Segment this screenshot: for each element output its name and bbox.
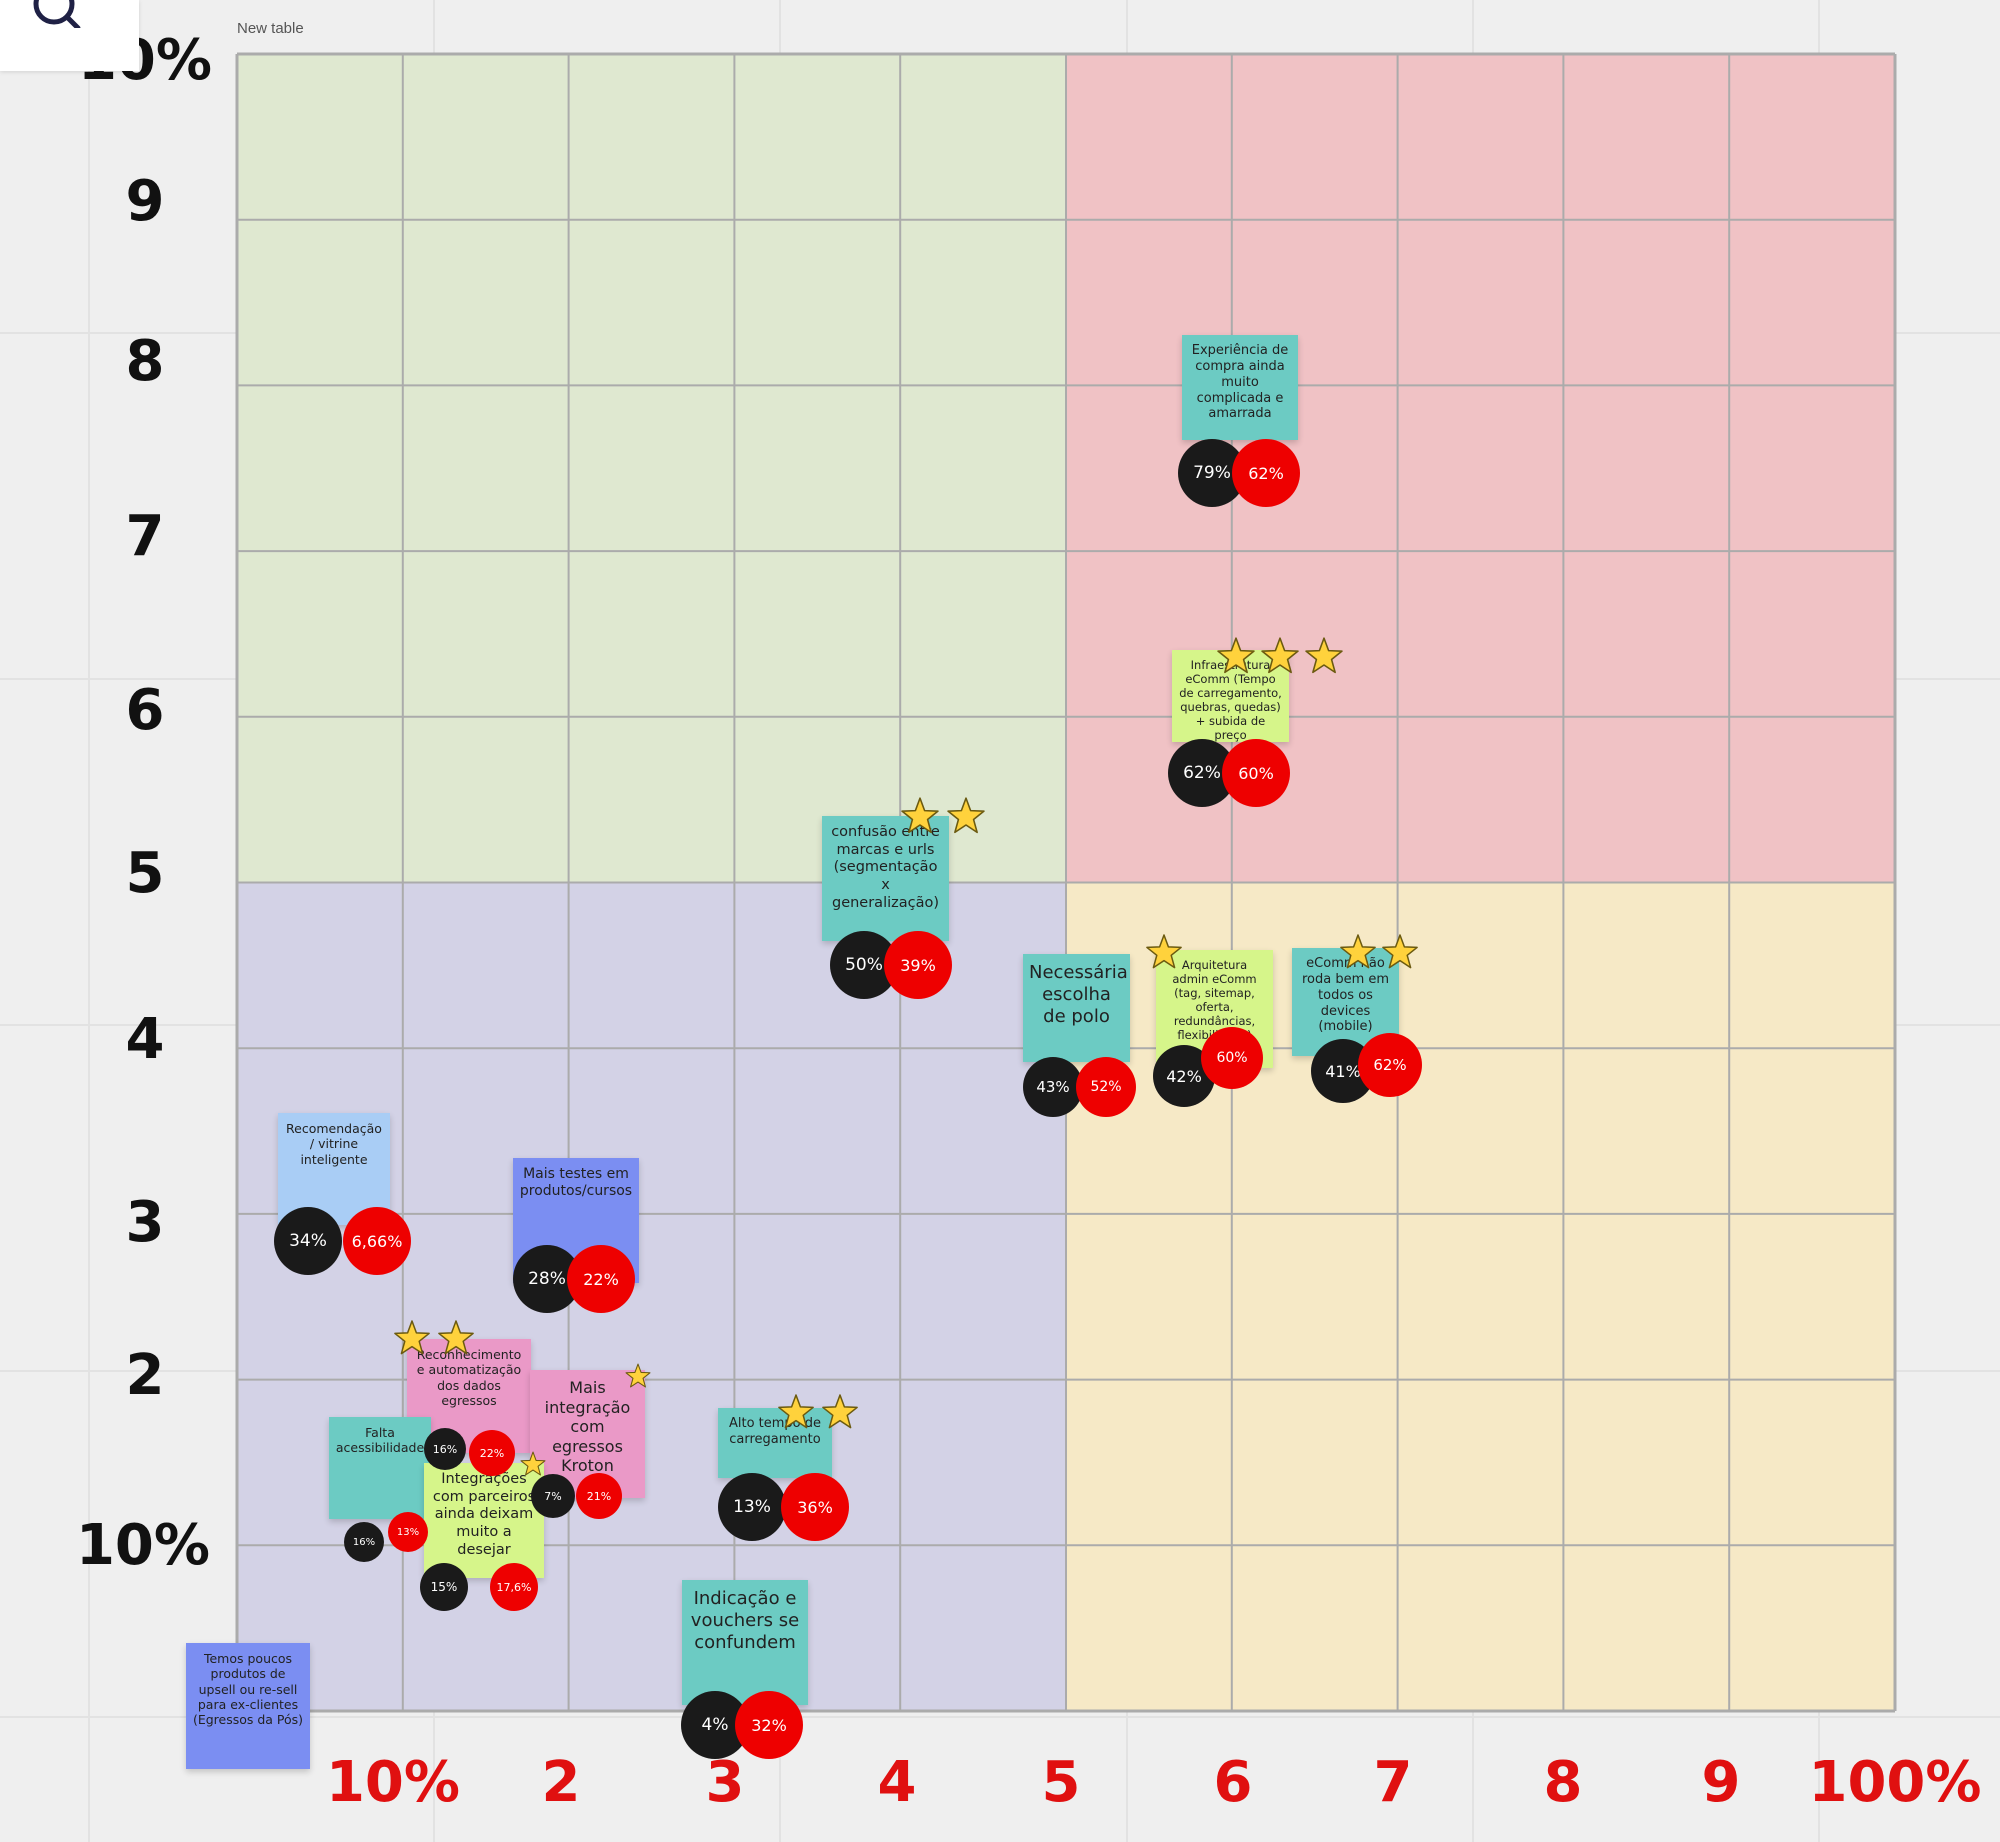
vote-percentage-red[interactable]: 13% bbox=[388, 1512, 428, 1552]
vote-percentage-red[interactable]: 62% bbox=[1232, 439, 1300, 507]
sticky-note-experiencia[interactable]: Experiência de compra ainda muito compli… bbox=[1182, 335, 1298, 440]
y-axis-label-10pct-bottom: 10% bbox=[75, 1513, 211, 1578]
sticky-note-acessibilidade[interactable]: Falta acessibilidade bbox=[329, 1417, 431, 1519]
vote-percentage-black[interactable]: 50% bbox=[830, 931, 898, 999]
search-panel[interactable] bbox=[0, 0, 139, 71]
sticky-note-text: confusão entre marcas e urls (segmentaçã… bbox=[831, 824, 940, 911]
y-axis-label-6: 6 bbox=[125, 678, 165, 743]
sticky-note-text: Recomendação / vitrine inteligente bbox=[286, 1121, 382, 1167]
sticky-note-text: Indicação e vouchers se confundem bbox=[690, 1588, 800, 1653]
vote-percentage-black[interactable]: 16% bbox=[424, 1428, 466, 1470]
vote-percentage-black[interactable]: 34% bbox=[274, 1207, 342, 1275]
star-icon bbox=[947, 797, 985, 834]
x-axis-label-3: 3 bbox=[705, 1750, 745, 1815]
vote-percentage-black[interactable]: 43% bbox=[1023, 1057, 1083, 1117]
star-icon bbox=[901, 797, 939, 834]
x-axis-label-8: 8 bbox=[1543, 1750, 1583, 1815]
vote-percentage-black[interactable]: 7% bbox=[531, 1474, 575, 1518]
sticky-note-text: Necessária escolha de polo bbox=[1029, 962, 1128, 1027]
vote-percentage-black[interactable]: 41% bbox=[1311, 1039, 1375, 1103]
star-icon bbox=[822, 1394, 858, 1429]
x-axis-label-7: 7 bbox=[1373, 1750, 1413, 1815]
vote-percentage-red[interactable]: 60% bbox=[1201, 1027, 1263, 1089]
x-axis-label-4: 4 bbox=[877, 1750, 917, 1815]
sticky-note-text: Infraestrutura eComm (Tempo de carregame… bbox=[1179, 658, 1282, 742]
x-axis-label-5: 5 bbox=[1041, 1750, 1081, 1815]
sticky-note-upsell[interactable]: Temos poucos produtos de upsell ou re-se… bbox=[186, 1643, 310, 1769]
x-axis-label-100pct: 100% bbox=[1808, 1750, 1982, 1815]
sticky-note-text: Mais integração com egressos Kroton bbox=[544, 1378, 631, 1476]
y-axis-label-8: 8 bbox=[125, 329, 165, 394]
sticky-note-carregamento[interactable]: Alto tempo de carregamento bbox=[718, 1408, 832, 1478]
star-icon bbox=[1217, 637, 1255, 674]
sticky-note-text: Experiência de compra ainda muito compli… bbox=[1191, 343, 1289, 422]
vote-percentage-red[interactable]: 52% bbox=[1076, 1057, 1136, 1117]
star-icon bbox=[1261, 637, 1299, 674]
sticky-note-parceiros[interactable]: Integrações com parceiros ainda deixam m… bbox=[424, 1463, 544, 1578]
star-icon bbox=[520, 1451, 546, 1476]
star-icon bbox=[438, 1320, 474, 1355]
y-axis-label-9: 9 bbox=[125, 169, 165, 234]
star-icon bbox=[1340, 934, 1376, 969]
star-icon bbox=[1146, 934, 1182, 969]
vote-percentage-black[interactable]: 13% bbox=[718, 1473, 786, 1541]
y-axis-label-5: 5 bbox=[125, 841, 165, 906]
quadrant-top-left bbox=[237, 54, 1066, 883]
vote-percentage-red[interactable]: 32% bbox=[735, 1691, 803, 1759]
y-axis-label-3: 3 bbox=[125, 1190, 165, 1255]
sticky-note-text: Integrações com parceiros ainda deixam m… bbox=[432, 1471, 536, 1558]
star-icon bbox=[1382, 934, 1418, 969]
sticky-note-vouchers[interactable]: Indicação e vouchers se confundem bbox=[682, 1580, 808, 1705]
vote-percentage-red[interactable]: 36% bbox=[781, 1473, 849, 1541]
star-icon bbox=[625, 1363, 651, 1388]
star-icon bbox=[1305, 637, 1343, 674]
vote-percentage-red[interactable]: 60% bbox=[1222, 739, 1290, 807]
canvas-grid-line bbox=[88, 0, 90, 1842]
x-axis-label-9: 9 bbox=[1701, 1750, 1741, 1815]
x-axis-label-10pct: 10% bbox=[325, 1750, 461, 1815]
vote-percentage-red[interactable]: 21% bbox=[576, 1473, 622, 1519]
vote-percentage-black[interactable]: 15% bbox=[420, 1563, 468, 1611]
star-icon bbox=[778, 1394, 814, 1429]
sticky-note-polo[interactable]: Necessária escolha de polo bbox=[1023, 954, 1130, 1062]
vote-percentage-red[interactable]: 6,66% bbox=[343, 1207, 411, 1275]
search-icon[interactable] bbox=[22, 0, 92, 28]
canvas-grid-line bbox=[0, 1716, 2000, 1718]
x-axis-label-2: 2 bbox=[541, 1750, 581, 1815]
vote-percentage-red[interactable]: 22% bbox=[469, 1430, 515, 1476]
y-axis-label-4: 4 bbox=[125, 1007, 165, 1072]
sticky-note-text: Temos poucos produtos de upsell ou re-se… bbox=[192, 1651, 304, 1727]
sticky-note-text: Falta acessibilidade bbox=[335, 1425, 425, 1456]
table-title: New table bbox=[237, 20, 304, 37]
sticky-note-text: Mais testes em produtos/cursos bbox=[519, 1166, 633, 1200]
y-axis-label-2: 2 bbox=[125, 1343, 165, 1408]
quadrant-bottom-left bbox=[237, 883, 1066, 1711]
x-axis-label-6: 6 bbox=[1213, 1750, 1253, 1815]
vote-percentage-red[interactable]: 22% bbox=[567, 1245, 635, 1313]
vote-percentage-black[interactable]: 16% bbox=[344, 1522, 384, 1562]
star-icon bbox=[394, 1320, 430, 1355]
vote-percentage-red[interactable]: 39% bbox=[884, 931, 952, 999]
y-axis-label-7: 7 bbox=[125, 504, 165, 569]
vote-percentage-red[interactable]: 62% bbox=[1358, 1033, 1422, 1097]
sticky-note-recomendacao[interactable]: Recomendação / vitrine inteligente bbox=[278, 1113, 390, 1225]
vote-percentage-red[interactable]: 17,6% bbox=[490, 1563, 538, 1611]
sticky-note-text: Reconhecimento e automatização dos dados… bbox=[416, 1347, 522, 1408]
